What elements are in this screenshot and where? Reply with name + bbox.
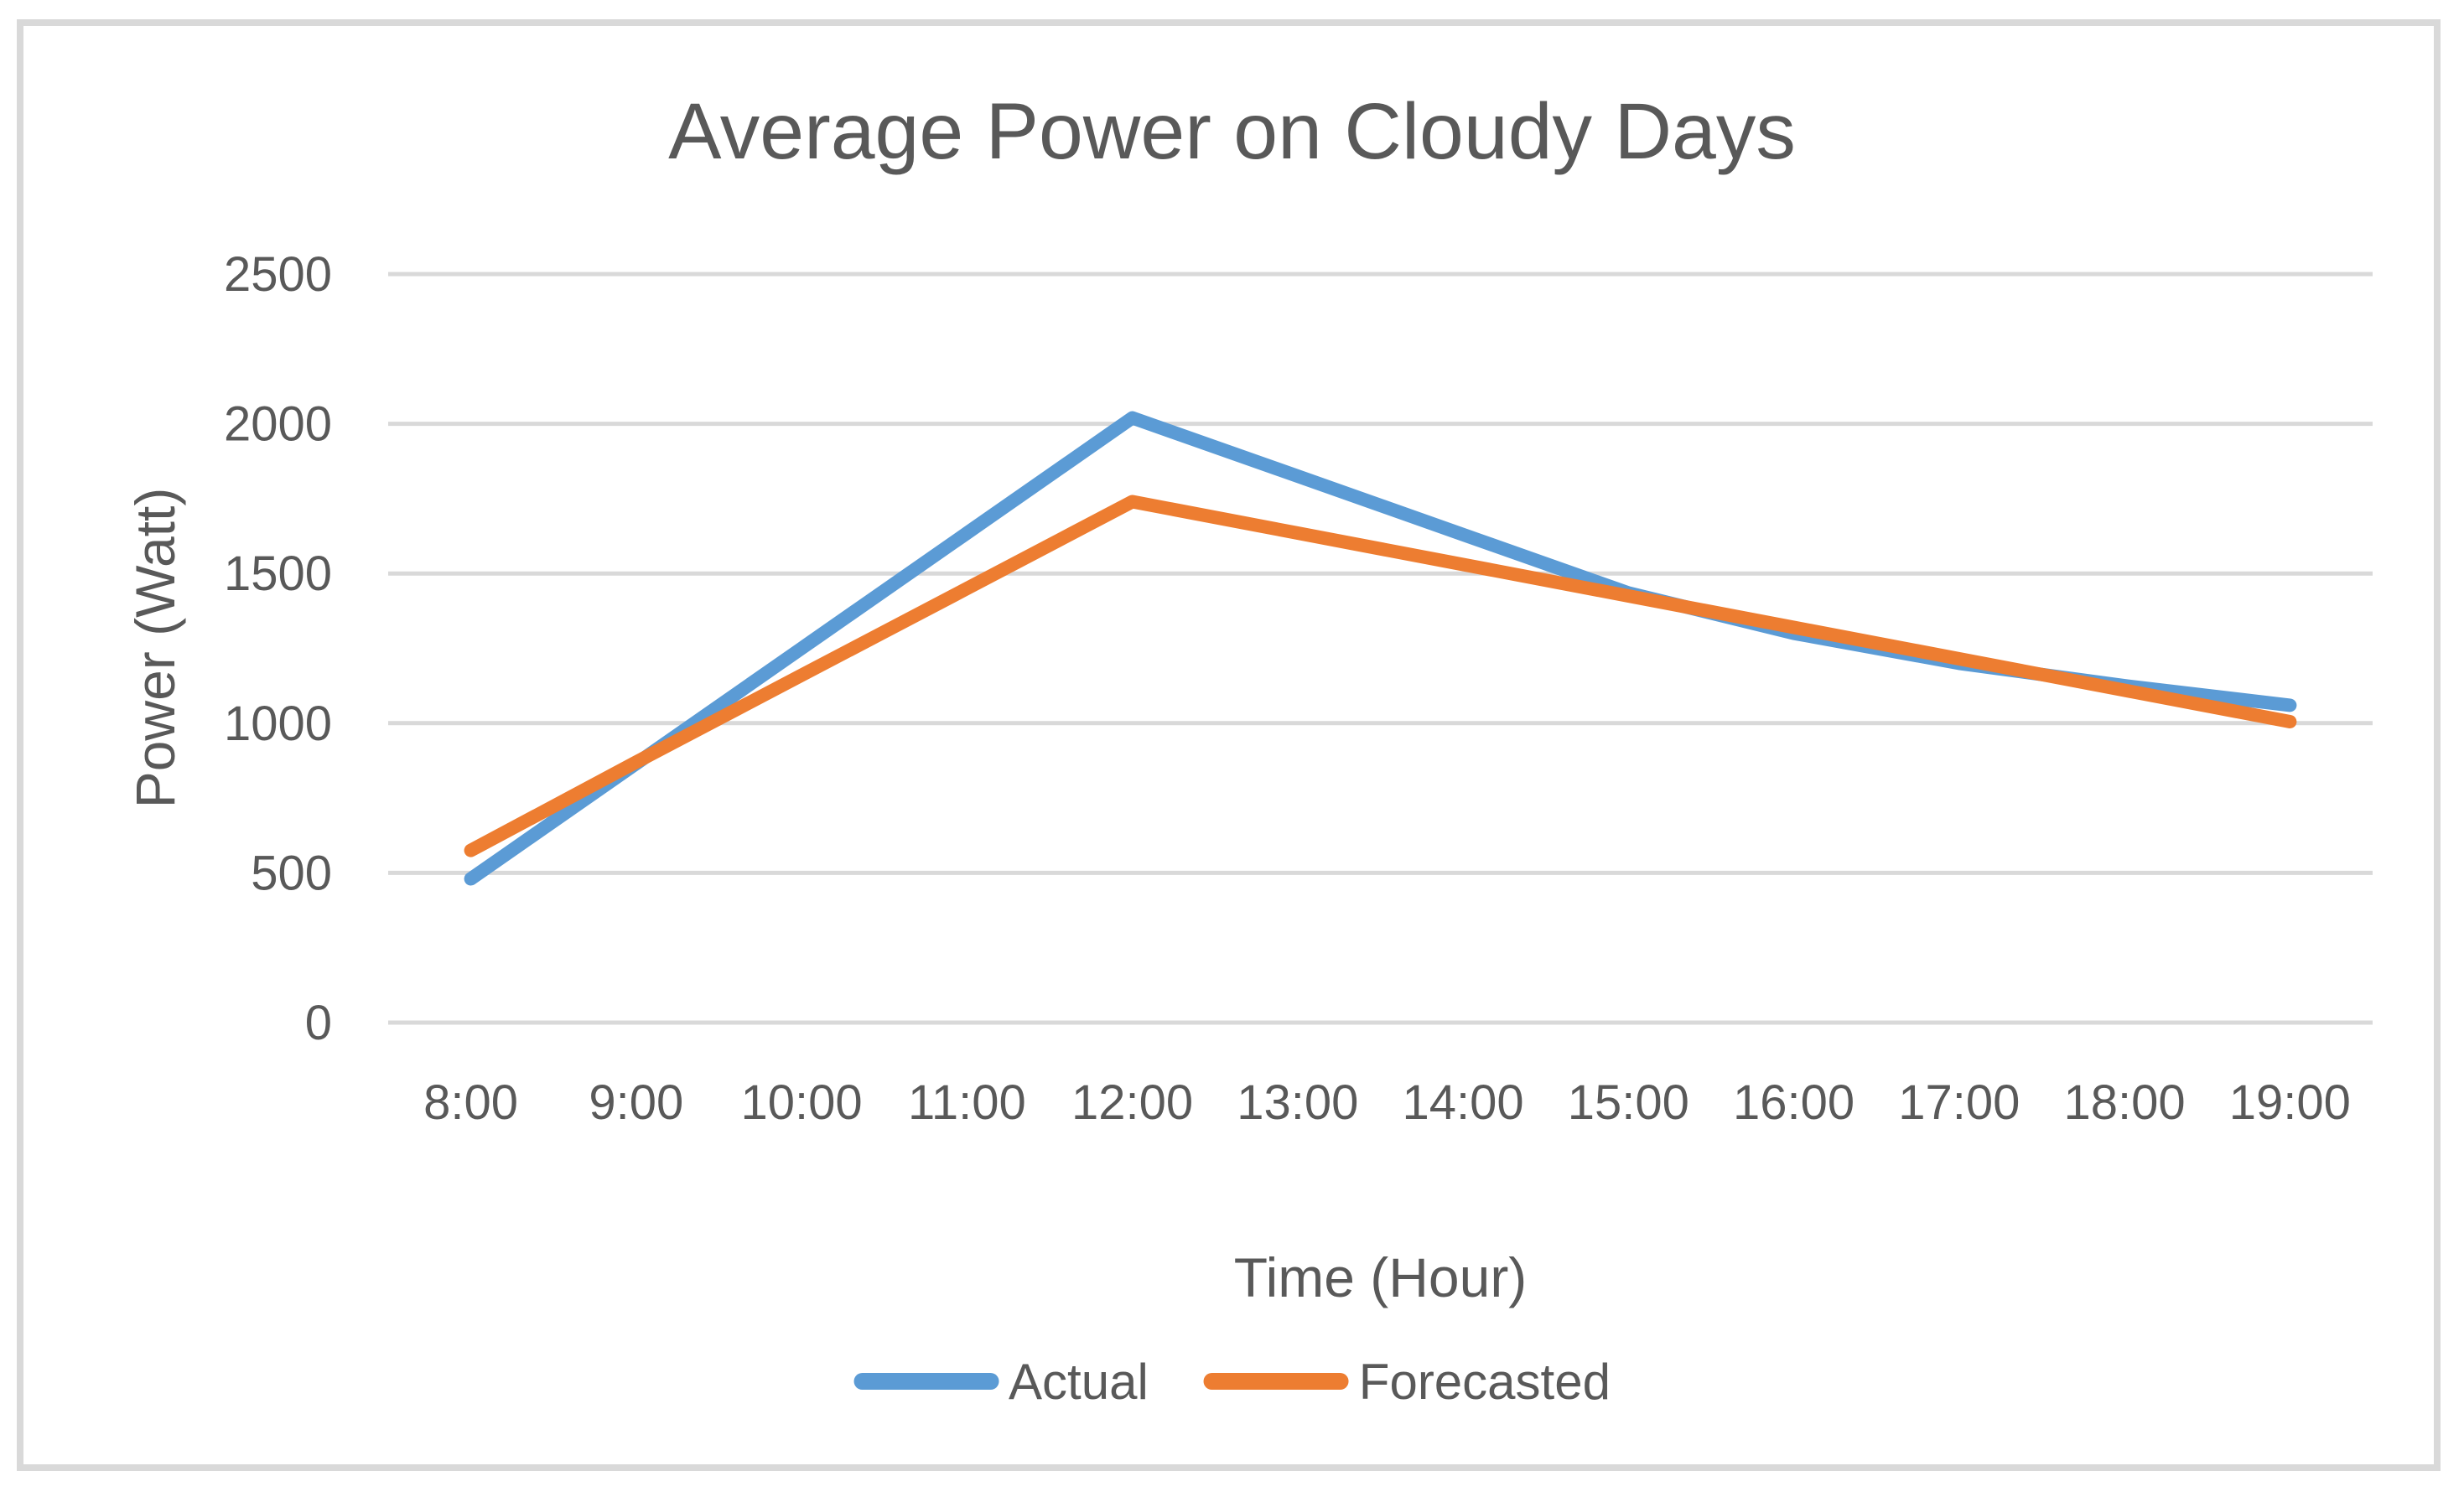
y-axis-tick-labels: 0 500 1000 1500 2000 2500 [224, 247, 332, 1050]
series-lines-group [464, 411, 2297, 886]
series-actual-line[interactable] [464, 411, 2297, 886]
y-tick-label: 2500 [224, 247, 332, 302]
x-tick-label: 11:00 [908, 1075, 1026, 1130]
x-tick-label: 16:00 [1733, 1075, 1854, 1130]
x-tick-label: 17:00 [1898, 1075, 2020, 1130]
x-tick-label: 18:00 [2064, 1075, 2186, 1130]
legend-item-actual[interactable]: Actual [853, 1353, 1149, 1411]
y-tick-label: 1500 [224, 546, 332, 601]
y-axis-title[interactable]: Power (Watt) [124, 487, 186, 809]
legend-swatch-forecasted [1203, 1373, 1349, 1390]
gridlines-group [388, 272, 2373, 1025]
legend-label-actual: Actual [1009, 1353, 1149, 1410]
x-tick-label: 13:00 [1237, 1075, 1358, 1130]
chart-legend: Actual Forecasted [853, 1349, 1611, 1413]
legend-swatch-actual [853, 1373, 999, 1390]
y-tick-label: 500 [251, 846, 332, 900]
y-tick-label: 0 [305, 996, 332, 1050]
legend-label-forecasted: Forecasted [1358, 1353, 1611, 1410]
x-tick-label: 9:00 [589, 1075, 683, 1130]
x-axis-title[interactable]: Time (Hour) [1233, 1246, 1528, 1308]
x-tick-label: 14:00 [1403, 1075, 1524, 1130]
x-tick-label: 15:00 [1568, 1075, 1689, 1130]
series-forecasted-line[interactable] [464, 495, 2297, 857]
x-tick-label: 12:00 [1071, 1075, 1193, 1130]
x-tick-label: 8:00 [423, 1075, 518, 1130]
y-tick-label: 1000 [224, 697, 332, 751]
chart-area-border [17, 19, 2441, 1471]
x-tick-label: 10:00 [741, 1075, 863, 1130]
legend-item-forecasted[interactable]: Forecasted [1203, 1353, 1611, 1411]
x-tick-label: 19:00 [2229, 1075, 2351, 1130]
chart-title[interactable]: Average Power on Cloudy Days [668, 87, 1796, 176]
y-tick-label: 2000 [224, 397, 332, 452]
x-axis-tick-labels: 8:00 9:00 10:00 11:00 12:00 13:00 14:00 15:00 16… [423, 1075, 2351, 1130]
